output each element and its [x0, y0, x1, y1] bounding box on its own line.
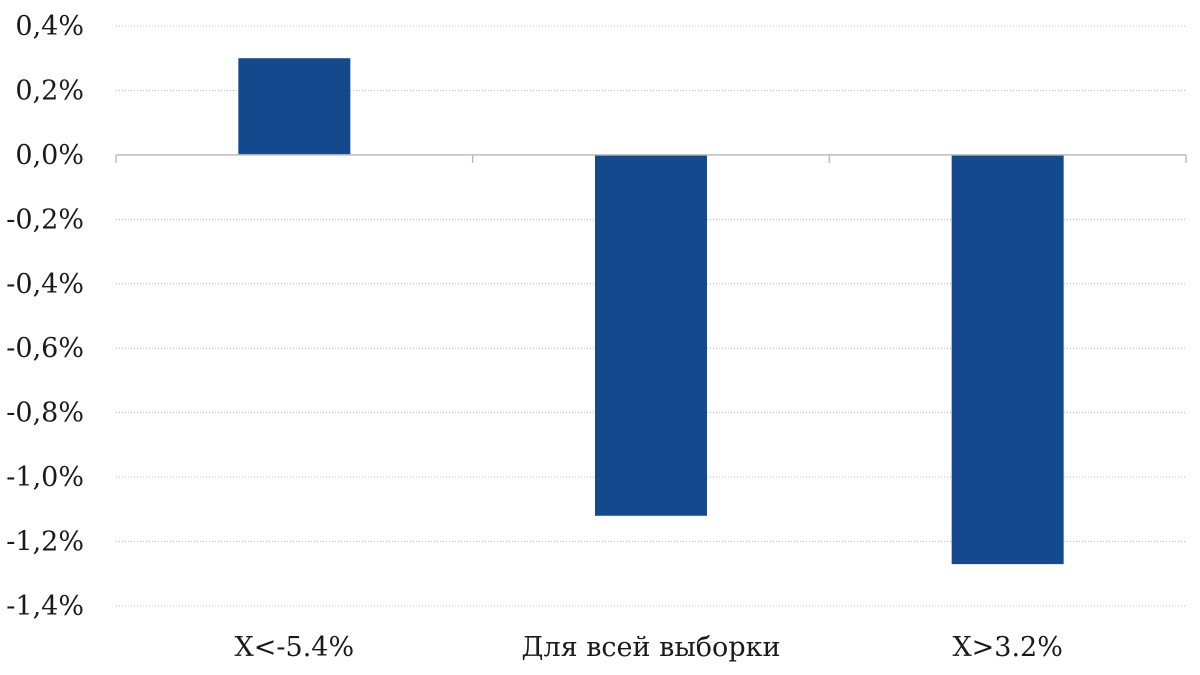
y-tick-label: -1,2% — [6, 527, 84, 558]
y-tick-label: 0,4% — [15, 11, 84, 42]
y-tick-label: -1,4% — [6, 591, 84, 622]
y-tick-label: -1,0% — [6, 462, 84, 493]
bars — [238, 58, 1064, 565]
bar — [951, 154, 1064, 565]
bar — [595, 154, 707, 516]
bar — [238, 58, 351, 155]
y-tick-label: -0,4% — [6, 269, 84, 300]
y-axis-tick-labels: 0,4% 0,2% 0,0% -0,2% -0,4% -0,6% -0,8% -1,0% -1,… — [6, 11, 84, 622]
x-axis-category-labels: X<-5.4% Для всей выборки X>3.2% — [235, 632, 1063, 663]
x-category-label: X<-5.4% — [235, 632, 355, 663]
y-tick-label: 0,2% — [15, 75, 84, 106]
x-axis — [115, 154, 1187, 163]
y-tick-label: -0,2% — [6, 204, 84, 235]
y-tick-label: -0,8% — [6, 398, 84, 429]
x-category-label: X>3.2% — [952, 632, 1062, 663]
y-tick-label: 0,0% — [15, 140, 84, 171]
y-tick-label: -0,6% — [6, 333, 84, 364]
x-category-label: Для всей выборки — [522, 632, 781, 663]
